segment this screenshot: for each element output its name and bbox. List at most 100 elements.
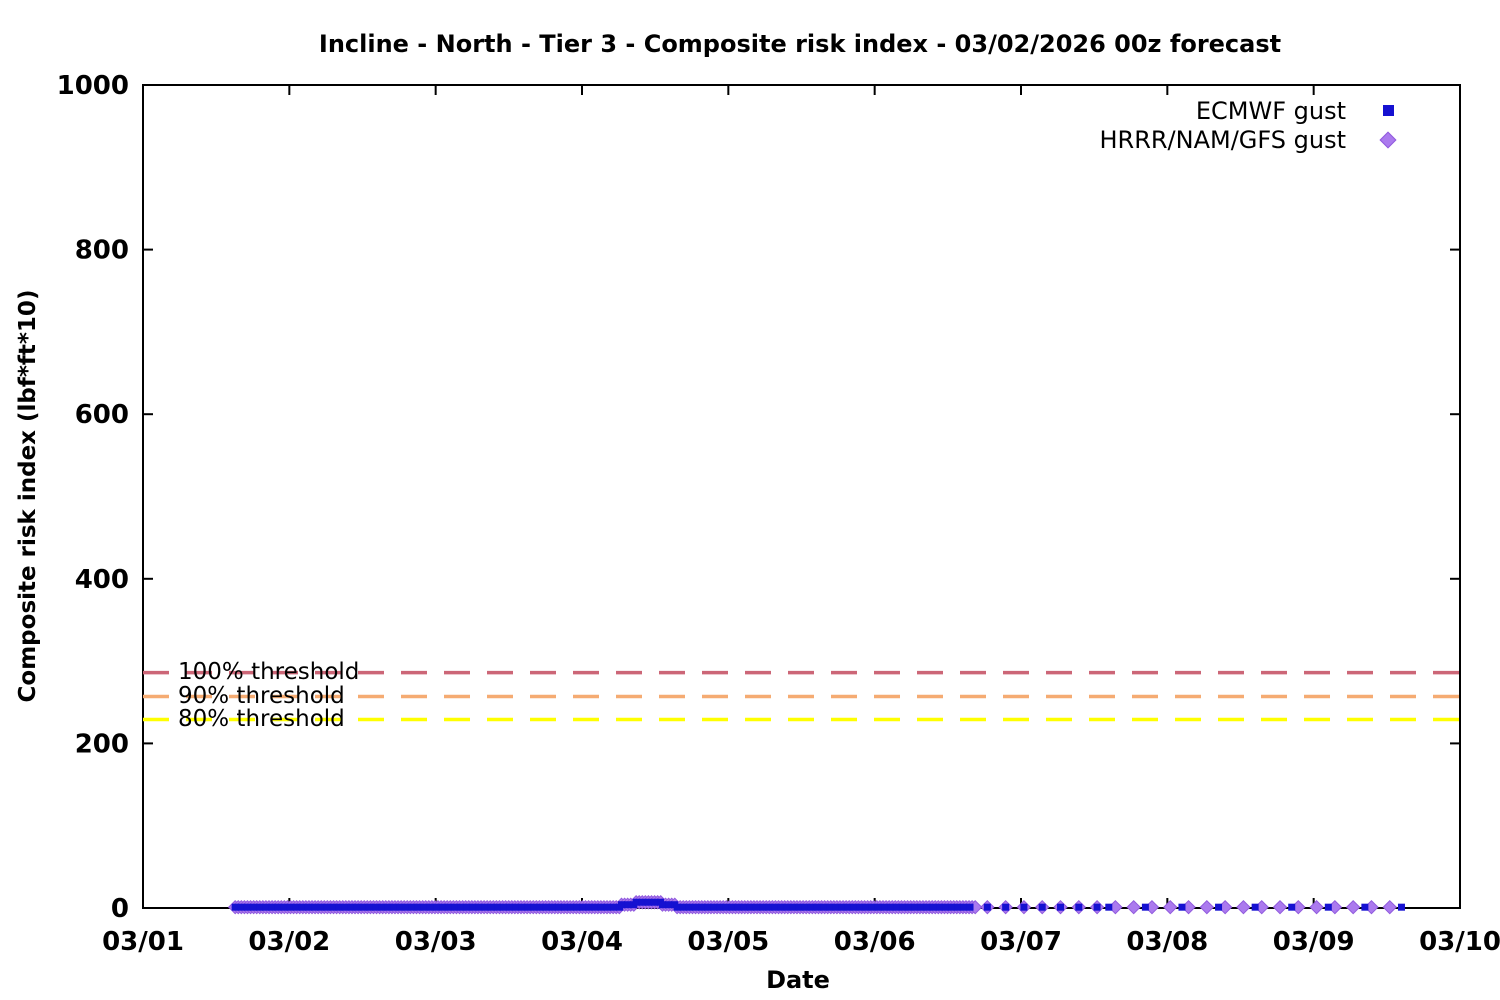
data-point-square xyxy=(536,903,544,911)
data-point-square xyxy=(317,903,325,911)
data-point-square xyxy=(710,903,718,911)
data-point-square xyxy=(752,903,760,911)
data-point-square xyxy=(923,903,931,911)
data-point-square xyxy=(585,903,593,911)
data-point-square xyxy=(905,903,913,911)
data-point-square xyxy=(1038,903,1046,911)
data-point-diamond xyxy=(1163,899,1178,915)
threshold-label-80: 80% threshold xyxy=(178,706,345,733)
data-point-square xyxy=(881,903,889,911)
data-point-square xyxy=(771,903,779,911)
data-point-square xyxy=(475,903,483,911)
y-tick-label: 1000 xyxy=(57,71,129,101)
data-point-square xyxy=(624,901,632,909)
legend-entry-ecmwf: ECMWF gust xyxy=(1196,96,1396,125)
data-point-square xyxy=(942,903,950,911)
data-point-square xyxy=(311,903,319,911)
data-point-square xyxy=(893,903,901,911)
data-point-square xyxy=(445,903,453,911)
data-point-square xyxy=(329,903,337,911)
data-point-square xyxy=(826,903,834,911)
data-point-square xyxy=(274,903,282,911)
data-point-square xyxy=(665,901,673,909)
data-point-square xyxy=(765,903,773,911)
x-tick-label: 03/03 xyxy=(395,927,477,957)
data-point-diamond xyxy=(1126,899,1141,915)
data-point-square xyxy=(1002,903,1010,911)
data-point-square xyxy=(685,903,693,911)
data-point-square xyxy=(426,903,434,911)
data-point-square xyxy=(728,903,736,911)
data-point-square xyxy=(632,898,640,906)
data-point-square xyxy=(378,903,386,911)
y-tick-label: 0 xyxy=(111,894,129,924)
data-point-square xyxy=(451,903,459,911)
data-point-square xyxy=(704,903,712,911)
data-point-square xyxy=(365,903,373,911)
data-point-square xyxy=(433,903,441,911)
y-tick-label: 600 xyxy=(75,400,129,430)
data-point-square xyxy=(789,903,797,911)
data-point-square xyxy=(983,903,991,911)
data-point-diamond xyxy=(1382,899,1397,915)
data-point-square xyxy=(347,903,355,911)
data-point-square xyxy=(746,903,754,911)
data-point-square xyxy=(610,903,618,911)
data-point-square xyxy=(850,903,858,911)
data-point-square xyxy=(1057,903,1065,911)
data-point-square xyxy=(439,903,447,911)
legend-entry-hrrr: HRRR/NAM/GFS gust xyxy=(1099,125,1397,154)
data-point-square xyxy=(597,903,605,911)
data-point-square xyxy=(512,903,520,911)
data-point-square xyxy=(716,903,724,911)
square-marker-icon xyxy=(1382,105,1394,116)
data-point-square xyxy=(469,903,477,911)
y-tick-label: 800 xyxy=(75,236,129,266)
data-point-square xyxy=(644,898,652,906)
x-tick-label: 03/07 xyxy=(980,927,1062,957)
legend-label-ecmwf: ECMWF gust xyxy=(1195,96,1346,125)
data-point-square xyxy=(341,903,349,911)
y-tick-label: 400 xyxy=(75,565,129,595)
data-point-square xyxy=(249,903,257,911)
data-point-square xyxy=(783,903,791,911)
data-point-square xyxy=(1397,903,1405,911)
data-point-square xyxy=(408,903,416,911)
data-point-square xyxy=(874,903,882,911)
data-point-square xyxy=(298,903,306,911)
data-point-square xyxy=(268,903,276,911)
data-point-square xyxy=(603,903,611,911)
data-point-square xyxy=(500,903,508,911)
data-point-square xyxy=(650,898,658,906)
data-point-square xyxy=(807,903,815,911)
data-point-square xyxy=(280,903,288,911)
x-tick-label: 03/01 xyxy=(102,927,184,957)
data-point-square xyxy=(1288,903,1296,911)
data-point-square xyxy=(638,898,646,906)
data-point-square xyxy=(530,903,538,911)
data-point-square xyxy=(844,903,852,911)
data-point-square xyxy=(966,903,974,911)
data-point-square xyxy=(862,903,870,911)
data-point-square xyxy=(286,903,294,911)
data-point-square xyxy=(868,903,876,911)
data-point-square xyxy=(954,903,962,911)
data-point-square xyxy=(948,903,956,911)
data-point-square xyxy=(292,903,300,911)
data-point-square xyxy=(759,903,767,911)
threshold-label-90: 90% threshold xyxy=(178,682,345,709)
y-axis-label: Composite risk index (lbf*ft*10) xyxy=(15,289,41,703)
data-point-square xyxy=(243,903,251,911)
data-point-square xyxy=(832,903,840,911)
data-point-square xyxy=(262,903,270,911)
data-point-diamond xyxy=(1236,899,1251,915)
data-point-square xyxy=(801,903,809,911)
data-point-square xyxy=(555,903,563,911)
data-point-square xyxy=(698,903,706,911)
data-point-square xyxy=(524,903,532,911)
data-point-square xyxy=(579,903,587,911)
data-point-square xyxy=(591,903,599,911)
y-tick-label: 200 xyxy=(75,729,129,759)
data-point-square xyxy=(1251,903,1259,911)
data-point-square xyxy=(402,903,410,911)
